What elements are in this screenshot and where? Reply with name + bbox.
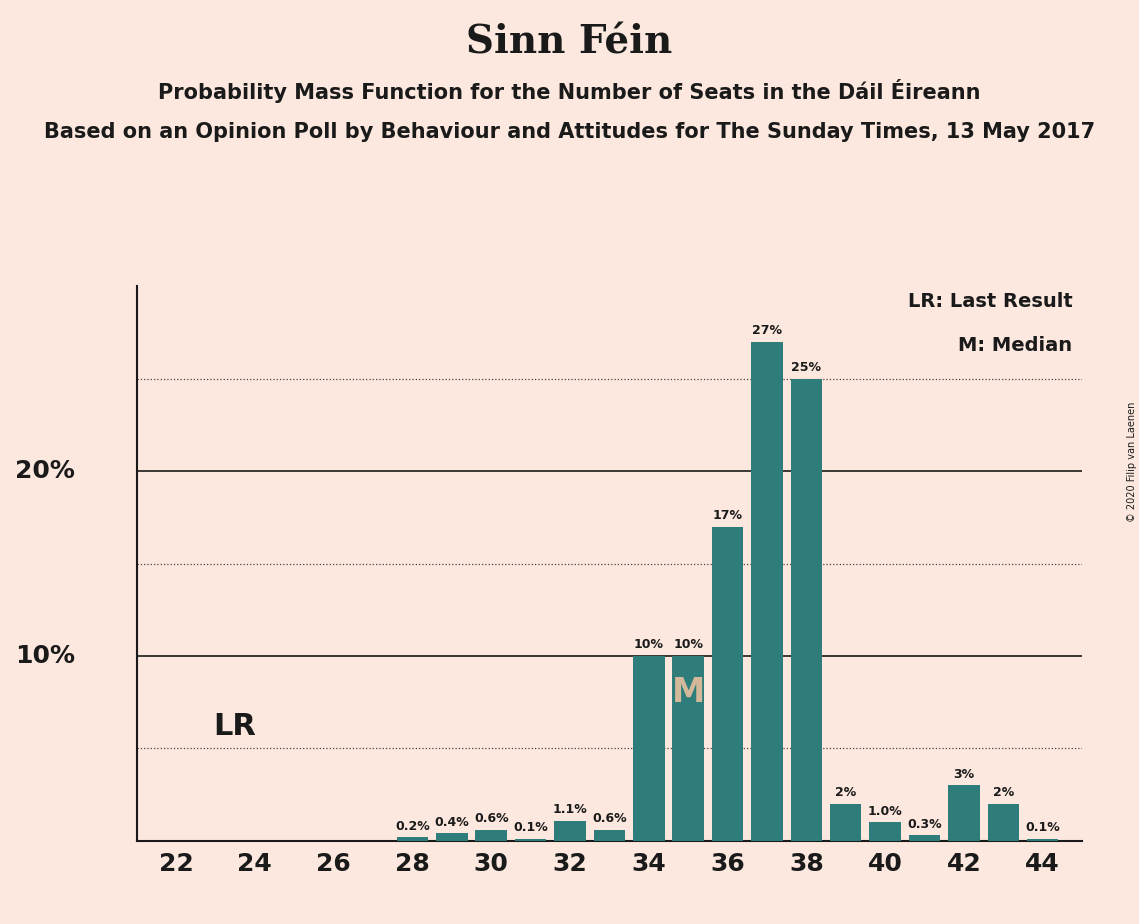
Bar: [712, 527, 744, 841]
Text: M: Median: M: Median: [959, 336, 1073, 356]
Text: 17%: 17%: [713, 509, 743, 522]
Bar: [1027, 839, 1058, 841]
Text: LR: Last Result: LR: Last Result: [908, 292, 1073, 311]
Bar: [948, 785, 980, 841]
Text: 25%: 25%: [792, 361, 821, 374]
Bar: [593, 830, 625, 841]
Bar: [909, 835, 940, 841]
Text: 10%: 10%: [673, 638, 703, 651]
Text: 2%: 2%: [835, 786, 857, 799]
Text: 0.6%: 0.6%: [474, 812, 508, 825]
Text: 0.1%: 0.1%: [1025, 821, 1060, 834]
Bar: [869, 822, 901, 841]
Text: 27%: 27%: [752, 324, 782, 337]
Bar: [633, 656, 664, 841]
Bar: [830, 804, 861, 841]
Bar: [752, 342, 782, 841]
Text: 0.4%: 0.4%: [434, 816, 469, 829]
Bar: [988, 804, 1019, 841]
Text: 0.1%: 0.1%: [514, 821, 548, 834]
Text: 20%: 20%: [15, 459, 75, 483]
Bar: [555, 821, 585, 841]
Text: Sinn Féin: Sinn Féin: [466, 23, 673, 61]
Text: 1.0%: 1.0%: [868, 805, 902, 818]
Bar: [436, 833, 467, 841]
Text: 10%: 10%: [15, 644, 75, 668]
Text: © 2020 Filip van Laenen: © 2020 Filip van Laenen: [1126, 402, 1137, 522]
Text: LR: LR: [214, 711, 256, 741]
Text: 3%: 3%: [953, 768, 975, 781]
Text: 0.3%: 0.3%: [907, 818, 942, 831]
Text: 1.1%: 1.1%: [552, 803, 588, 816]
Text: 10%: 10%: [633, 638, 664, 651]
Text: Based on an Opinion Poll by Behaviour and Attitudes for The Sunday Times, 13 May: Based on an Opinion Poll by Behaviour an…: [44, 122, 1095, 142]
Bar: [790, 379, 822, 841]
Text: 0.6%: 0.6%: [592, 812, 626, 825]
Bar: [672, 656, 704, 841]
Bar: [515, 839, 547, 841]
Bar: [396, 837, 428, 841]
Text: Probability Mass Function for the Number of Seats in the Dáil Éireann: Probability Mass Function for the Number…: [158, 79, 981, 103]
Text: 0.2%: 0.2%: [395, 820, 429, 833]
Text: 2%: 2%: [993, 786, 1014, 799]
Text: M: M: [672, 676, 705, 710]
Bar: [475, 830, 507, 841]
